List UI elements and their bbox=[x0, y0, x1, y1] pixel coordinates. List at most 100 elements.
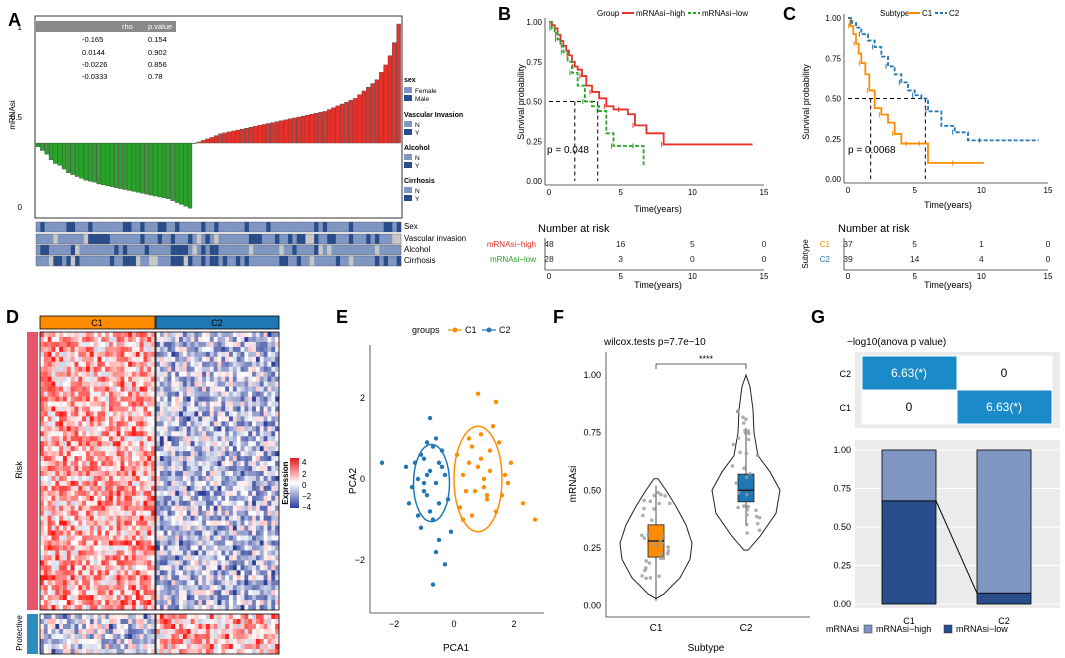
d-heat-cell bbox=[205, 401, 211, 407]
d-heat-cell bbox=[93, 451, 98, 457]
a-track-cell bbox=[179, 234, 184, 244]
f-point bbox=[731, 442, 736, 447]
d-heat-cell bbox=[263, 565, 268, 571]
d-heat-cell bbox=[275, 421, 280, 427]
d-heat-cell bbox=[132, 376, 137, 382]
a-track-cell bbox=[366, 245, 371, 255]
a-track-cell bbox=[327, 234, 332, 244]
d-heat-cell bbox=[82, 475, 87, 482]
d-heat-cell bbox=[275, 436, 280, 442]
d-heat-cell bbox=[70, 515, 75, 521]
d-heat-cell bbox=[74, 416, 79, 422]
d-heat-cell bbox=[255, 649, 261, 655]
d-heat-cell bbox=[101, 376, 106, 382]
d-heat-cell bbox=[221, 570, 226, 576]
d-heat-cell bbox=[143, 396, 148, 402]
d-heat-cell bbox=[74, 431, 79, 437]
d-heat-cell bbox=[236, 634, 241, 640]
d-heat-cell bbox=[190, 614, 195, 620]
d-heat-cell bbox=[143, 341, 148, 348]
d-heat-cell bbox=[179, 619, 184, 625]
d-heat-cell bbox=[116, 406, 121, 412]
d-heat-cell bbox=[205, 595, 211, 601]
a-bar bbox=[87, 142, 93, 182]
d-heat-cell bbox=[82, 361, 87, 368]
d-heat-cell bbox=[59, 515, 64, 521]
d-heat-cell bbox=[40, 525, 45, 531]
d-heat-cell bbox=[43, 451, 48, 457]
d-heat-cell bbox=[198, 575, 203, 581]
d-heat-cell bbox=[167, 535, 172, 541]
a-track-cell bbox=[322, 256, 328, 266]
d-heat-cell bbox=[151, 466, 156, 472]
d-heat-cell bbox=[175, 619, 180, 625]
d-heat-cell bbox=[198, 381, 203, 387]
d-heat-cell bbox=[217, 575, 222, 581]
d-heat-cell bbox=[186, 332, 191, 338]
a-track-cell bbox=[66, 245, 71, 255]
d-heat-cell bbox=[263, 639, 268, 645]
d-heat-cell bbox=[82, 629, 87, 635]
d-heat-cell bbox=[93, 624, 98, 630]
d-heat-cell bbox=[244, 451, 249, 457]
d-heat-cell bbox=[143, 560, 148, 566]
d-heat-cell bbox=[225, 644, 230, 650]
d-heat-cell bbox=[139, 451, 144, 457]
d-heat-cell bbox=[194, 361, 199, 368]
d-heat-cell bbox=[259, 639, 264, 645]
d-heat-cell bbox=[167, 466, 172, 472]
g-cell-text: 6.63(*) bbox=[891, 366, 927, 380]
d-heat-cell bbox=[213, 351, 218, 358]
d-heat-cell bbox=[59, 406, 64, 412]
a-track-cell bbox=[196, 234, 202, 244]
a-track-cell bbox=[335, 245, 341, 255]
d-heat-cell bbox=[66, 614, 71, 620]
d-heat-cell bbox=[120, 545, 125, 551]
d-heat-cell bbox=[248, 376, 253, 382]
d-heat-cell bbox=[244, 401, 249, 407]
a-track-cell bbox=[192, 234, 197, 244]
d-heat-cell bbox=[263, 570, 268, 576]
d-heat-cell bbox=[198, 361, 203, 368]
d-heat-cell bbox=[167, 451, 172, 457]
d-heat-cell bbox=[78, 466, 83, 472]
d-heat-cell bbox=[101, 515, 106, 521]
d-heat-cell bbox=[78, 346, 83, 353]
d-heat-cell bbox=[82, 634, 87, 640]
d-heat-cell bbox=[156, 351, 161, 358]
d-heat-cell bbox=[66, 535, 71, 541]
d-heat-cell bbox=[267, 421, 272, 427]
d-heat-cell bbox=[244, 381, 249, 387]
d-heat-cell bbox=[139, 490, 144, 497]
d-heat-cell bbox=[128, 585, 133, 591]
d-heat-cell bbox=[263, 341, 268, 348]
d-heat-cell bbox=[232, 346, 238, 353]
d-heat-cell bbox=[205, 376, 211, 382]
d-heat-cell bbox=[263, 585, 268, 591]
d-heat-cell bbox=[132, 411, 137, 417]
d-heat-cell bbox=[63, 644, 68, 650]
d-heat-cell bbox=[135, 580, 140, 586]
d-heat-cell bbox=[63, 510, 68, 516]
d-heat-cell bbox=[86, 466, 91, 472]
d-heat-cell bbox=[225, 466, 230, 472]
d-heat-cell bbox=[244, 619, 249, 625]
d-heat-cell bbox=[120, 436, 125, 442]
d-heat-cell bbox=[217, 490, 222, 497]
d-heat-cell bbox=[97, 356, 102, 363]
d-heat-cell bbox=[232, 376, 238, 382]
d-heat-cell bbox=[252, 565, 257, 571]
d-heat-cell bbox=[194, 485, 199, 492]
d-heat-cell bbox=[213, 560, 218, 566]
d-heat-cell bbox=[116, 426, 121, 432]
f-point bbox=[656, 490, 661, 495]
d-heat-cell bbox=[163, 634, 168, 640]
d-heat-cell bbox=[66, 570, 71, 576]
d-heat-cell bbox=[59, 341, 64, 348]
d-heat-cell bbox=[128, 624, 133, 630]
d-heat-cell bbox=[116, 644, 121, 650]
d-heat-cell bbox=[116, 441, 121, 447]
e-xlabel: PCA1 bbox=[443, 643, 470, 654]
d-heat-cell bbox=[43, 600, 48, 606]
d-heat-cell bbox=[217, 401, 222, 407]
